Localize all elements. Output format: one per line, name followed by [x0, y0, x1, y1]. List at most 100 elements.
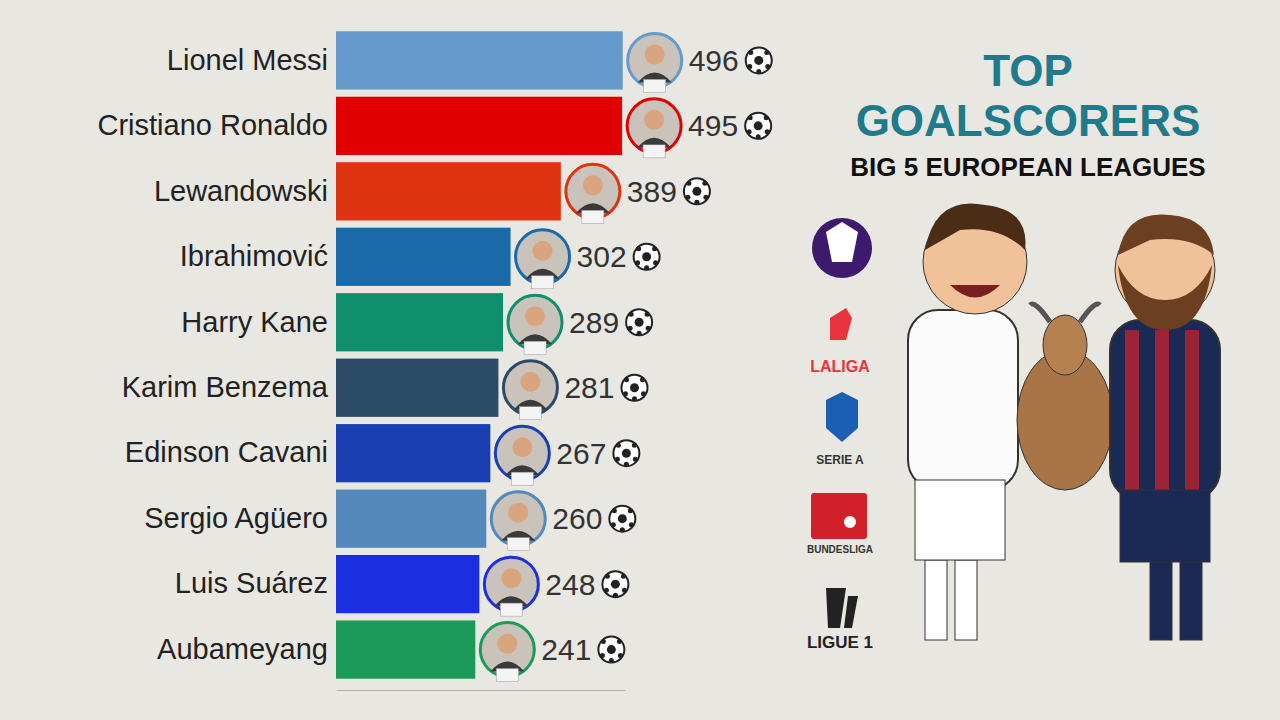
figure-leg	[955, 560, 977, 640]
flag	[582, 210, 604, 223]
data-label: 267	[556, 437, 606, 470]
ball-patch	[611, 580, 620, 589]
flag	[500, 603, 522, 616]
figure-body	[1110, 320, 1220, 500]
ball-icon	[602, 571, 628, 598]
ball-patch	[635, 260, 640, 265]
flag	[643, 145, 665, 158]
y-tick: Karim Benzema	[122, 371, 329, 403]
y-tick: Lewandowski	[154, 175, 328, 207]
goat-head	[1043, 315, 1087, 375]
ball-outline	[613, 440, 639, 466]
league-label: LALIGA	[810, 358, 870, 375]
ball-patch	[636, 246, 641, 251]
ball-outline	[602, 571, 628, 597]
ball-patch	[653, 260, 658, 265]
subtitle: BIG 5 EUROPEAN LEAGUES	[850, 152, 1205, 182]
category-label: Sergio Agüero	[144, 502, 328, 534]
ball-outline	[621, 375, 647, 401]
bar	[336, 555, 479, 613]
ball-patch	[615, 457, 620, 462]
ball-patch	[756, 134, 761, 139]
ball-patch	[604, 588, 609, 593]
category-label: Karim Benzema	[122, 371, 329, 403]
bar	[336, 359, 498, 417]
ball-icon	[745, 113, 771, 139]
ball-patch	[600, 653, 605, 658]
figure-hair	[1118, 215, 1214, 256]
ball-patch	[764, 50, 769, 55]
chart-svg: Lionel Messi Cristiano Ronaldo Lewandowski…	[0, 0, 1280, 720]
ball-patch	[754, 121, 763, 130]
ball-patch	[645, 312, 650, 317]
logo-ligue-1-mark	[826, 588, 858, 628]
background	[0, 0, 1280, 720]
ball-patch	[628, 326, 633, 331]
category-label: Cristiano Ronaldo	[97, 109, 328, 141]
bar	[336, 97, 622, 155]
ball-patch	[633, 457, 638, 462]
ball-outline	[626, 309, 652, 335]
bars	[336, 31, 623, 678]
avatar-head	[645, 44, 665, 64]
figure-stripe	[1155, 330, 1169, 495]
data-label: 241	[541, 633, 591, 666]
category-label: Lionel Messi	[167, 44, 328, 76]
ball-patch	[642, 252, 651, 261]
avatar-head	[508, 503, 528, 523]
ball-patch	[622, 449, 631, 458]
ball-patch	[629, 312, 634, 317]
flag	[644, 79, 666, 92]
avatar-head	[501, 568, 521, 588]
ball-patch	[756, 69, 761, 74]
ball-outline	[609, 506, 635, 532]
ball-icon	[613, 440, 639, 467]
ball-patch	[748, 50, 753, 55]
figure-leg	[1150, 560, 1172, 640]
ball-patch	[692, 187, 701, 196]
y-tick: Aubameyang	[157, 633, 328, 665]
ball-patch	[685, 195, 690, 200]
avatar-head	[497, 634, 517, 654]
figure-stripe	[1125, 330, 1139, 495]
ball-patch	[629, 522, 634, 527]
ball-patch	[630, 383, 639, 392]
avatar-head	[512, 437, 532, 457]
ball-outline	[746, 47, 772, 73]
league-logos: LALIGASERIE ABUNDESLIGALIGUE 1	[807, 218, 873, 652]
logo-bundesliga-mark	[811, 493, 867, 539]
data-label: 281	[564, 371, 614, 404]
bar	[336, 162, 561, 220]
ball-icon	[634, 244, 660, 271]
flag	[511, 472, 533, 485]
ball-patch	[765, 64, 770, 69]
avatar	[508, 295, 562, 354]
ball-patch	[628, 508, 633, 513]
logo-premier-league	[812, 218, 872, 278]
ball-patch	[612, 508, 617, 513]
ball-patch	[637, 331, 642, 336]
x-axis	[337, 690, 626, 691]
bar	[336, 620, 475, 678]
ball-outline	[684, 178, 710, 204]
data-label: 496	[689, 44, 739, 77]
figure-shorts	[1120, 490, 1210, 562]
avatar	[480, 623, 534, 682]
data-labels: 496495389302289281267260248241	[480, 33, 771, 681]
ball-patch	[754, 56, 763, 65]
category-label: Luis Suárez	[175, 567, 328, 599]
ball-outline	[745, 113, 771, 139]
ball-icon	[684, 178, 710, 205]
y-tick: Luis Suárez	[175, 567, 328, 599]
ball-outline	[634, 244, 660, 270]
ball-patch	[624, 462, 629, 467]
data-label: 260	[552, 502, 602, 535]
logo-bundesliga-detail	[844, 516, 856, 528]
avatar	[627, 99, 681, 158]
y-tick: Edinson Cavani	[125, 436, 328, 468]
ball-patch	[694, 200, 699, 205]
ball-patch	[646, 326, 651, 331]
ball-patch	[640, 377, 645, 382]
ball-patch	[609, 658, 614, 663]
league-label: LIGUE 1	[807, 633, 873, 652]
